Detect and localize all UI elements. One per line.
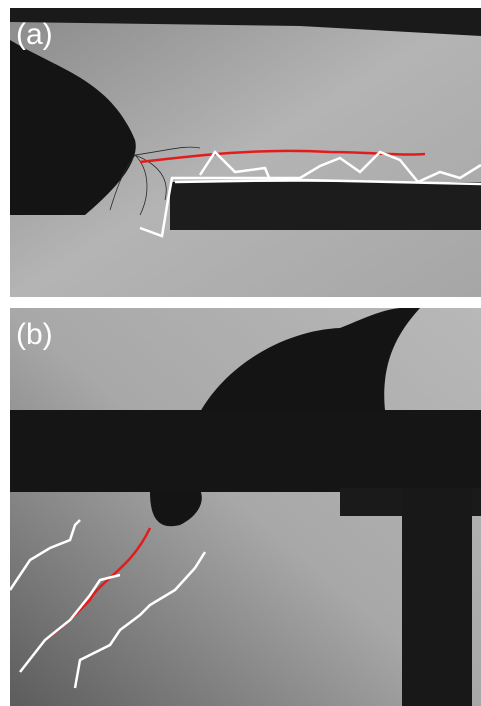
figure: (a) (b) xyxy=(0,0,481,706)
beam xyxy=(10,410,481,492)
beam xyxy=(170,182,481,230)
panel-label: (a) xyxy=(16,18,53,51)
page: (a) (b) (() => { const data = JSON.parse… xyxy=(0,0,481,706)
panel-a: (a) xyxy=(10,8,481,297)
panel-b: (b) xyxy=(10,308,481,706)
post xyxy=(402,488,472,706)
panel-label: (b) xyxy=(16,318,53,351)
